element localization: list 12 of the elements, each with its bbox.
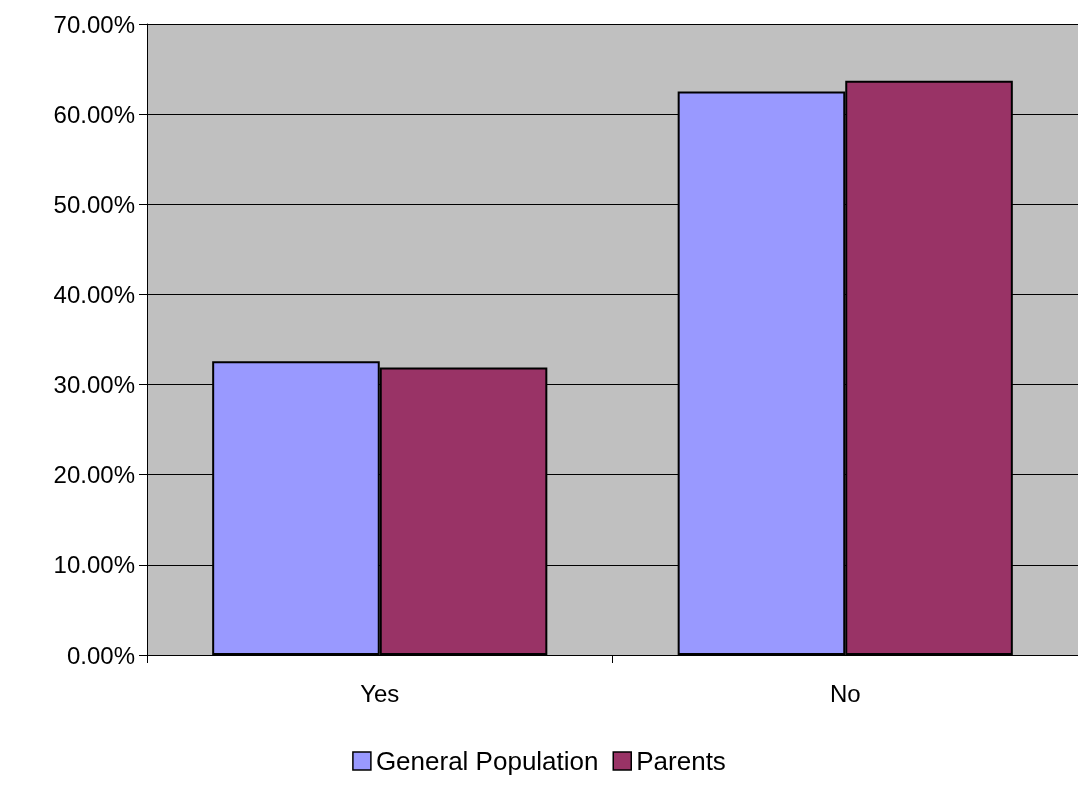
- legend-label: General Population: [375, 746, 599, 776]
- y-tick-label: 20.00%: [53, 461, 135, 489]
- y-tick-label: 10.00%: [53, 551, 135, 579]
- x-tick-label: No: [829, 679, 861, 707]
- y-tick-label: 40.00%: [53, 280, 135, 308]
- x-tick-label: Yes: [360, 679, 400, 707]
- legend-label: Parents: [636, 746, 726, 776]
- y-tick-label: 0.00%: [66, 641, 135, 669]
- y-tick-label: 70.00%: [53, 10, 135, 38]
- y-tick-label: 30.00%: [53, 371, 135, 399]
- y-tick-label: 60.00%: [53, 100, 135, 128]
- y-tick-label: 50.00%: [53, 190, 135, 218]
